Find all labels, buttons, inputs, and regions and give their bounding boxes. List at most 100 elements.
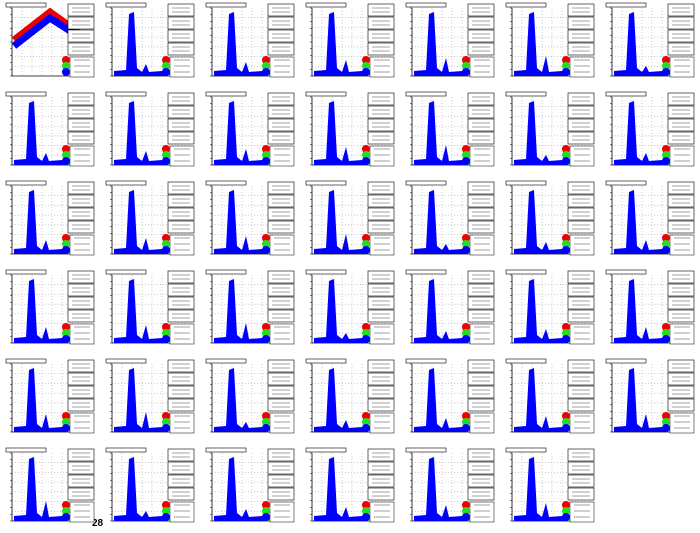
legend-marker bbox=[562, 329, 570, 337]
stats-box bbox=[567, 385, 595, 399]
peak bbox=[314, 101, 368, 165]
pad bbox=[505, 269, 595, 345]
stats-box bbox=[67, 29, 95, 43]
pad bbox=[605, 2, 695, 78]
legend-marker bbox=[462, 323, 470, 331]
legend-marker bbox=[262, 507, 270, 515]
peak bbox=[414, 368, 468, 432]
legend-marker bbox=[662, 246, 670, 254]
legend-marker bbox=[262, 62, 270, 70]
stats-box bbox=[367, 29, 395, 43]
pad bbox=[205, 358, 295, 434]
title-box bbox=[105, 447, 147, 453]
stats-box bbox=[467, 372, 495, 386]
stats-box bbox=[367, 92, 395, 106]
legend-marker bbox=[162, 335, 170, 343]
stats-box bbox=[467, 42, 495, 56]
stats-box bbox=[467, 359, 495, 373]
pad bbox=[105, 447, 195, 523]
stats-box bbox=[467, 309, 495, 323]
legend-marker bbox=[562, 240, 570, 248]
legend-marker bbox=[62, 240, 70, 248]
title-box bbox=[405, 447, 447, 453]
stats-box bbox=[367, 207, 395, 221]
stats-box bbox=[167, 372, 195, 386]
stats-box bbox=[467, 118, 495, 132]
peak bbox=[514, 457, 568, 521]
legend-marker bbox=[362, 240, 370, 248]
legend-marker bbox=[262, 501, 270, 509]
stats-box bbox=[667, 283, 695, 297]
legend-marker bbox=[662, 68, 670, 76]
stats-box bbox=[567, 3, 595, 17]
stats-box bbox=[67, 372, 95, 386]
legend-marker bbox=[262, 335, 270, 343]
legend-marker bbox=[662, 329, 670, 337]
legend-marker bbox=[562, 323, 570, 331]
peak bbox=[614, 368, 668, 432]
stats-box bbox=[167, 105, 195, 119]
title-box bbox=[5, 91, 47, 97]
title-box bbox=[105, 358, 147, 364]
stats-box bbox=[567, 359, 595, 373]
stats-box bbox=[667, 296, 695, 310]
stats-box bbox=[367, 372, 395, 386]
stats-box bbox=[467, 270, 495, 284]
title-box bbox=[5, 269, 47, 275]
title-box bbox=[405, 180, 447, 186]
title-box bbox=[205, 358, 247, 364]
stats-box bbox=[567, 194, 595, 208]
title-box bbox=[405, 269, 447, 275]
stats-box bbox=[67, 16, 95, 30]
legend-marker bbox=[462, 335, 470, 343]
stats-box bbox=[367, 296, 395, 310]
stats-box bbox=[267, 3, 295, 17]
stats-box bbox=[367, 385, 395, 399]
legend-marker bbox=[362, 246, 370, 254]
peak bbox=[314, 12, 368, 76]
stats-box bbox=[667, 105, 695, 119]
stats-box bbox=[167, 194, 195, 208]
peak bbox=[114, 12, 168, 76]
stats-box bbox=[667, 385, 695, 399]
legend-marker bbox=[162, 62, 170, 70]
legend-marker bbox=[562, 56, 570, 64]
peak bbox=[114, 457, 168, 521]
legend-marker bbox=[362, 507, 370, 515]
title-box bbox=[505, 358, 547, 364]
stats-box bbox=[167, 42, 195, 56]
peak bbox=[14, 457, 68, 521]
pad bbox=[5, 180, 95, 256]
stats-box bbox=[167, 398, 195, 412]
legend-marker bbox=[362, 157, 370, 165]
legend-marker bbox=[362, 68, 370, 76]
legend-marker bbox=[162, 501, 170, 509]
legend-marker bbox=[62, 412, 70, 420]
title-box bbox=[105, 91, 147, 97]
legend-marker bbox=[62, 68, 70, 76]
stats-box bbox=[267, 372, 295, 386]
peak bbox=[514, 368, 568, 432]
title-box bbox=[205, 447, 247, 453]
stats-box bbox=[367, 105, 395, 119]
title-box bbox=[305, 180, 347, 186]
legend-marker bbox=[262, 418, 270, 426]
legend-marker bbox=[62, 513, 70, 521]
stats-box bbox=[267, 270, 295, 284]
stats-box bbox=[467, 29, 495, 43]
stats-box bbox=[667, 92, 695, 106]
legend-marker bbox=[262, 145, 270, 153]
legend-marker bbox=[562, 68, 570, 76]
stats-box bbox=[167, 16, 195, 30]
stats-box bbox=[567, 487, 595, 501]
legend-marker bbox=[262, 513, 270, 521]
legend-marker bbox=[462, 507, 470, 515]
peak bbox=[114, 190, 168, 254]
peak bbox=[14, 368, 68, 432]
legend-marker bbox=[162, 418, 170, 426]
peak bbox=[214, 190, 268, 254]
stats-box bbox=[567, 105, 595, 119]
stats-box bbox=[67, 283, 95, 297]
pad bbox=[605, 91, 695, 167]
stats-box bbox=[667, 29, 695, 43]
